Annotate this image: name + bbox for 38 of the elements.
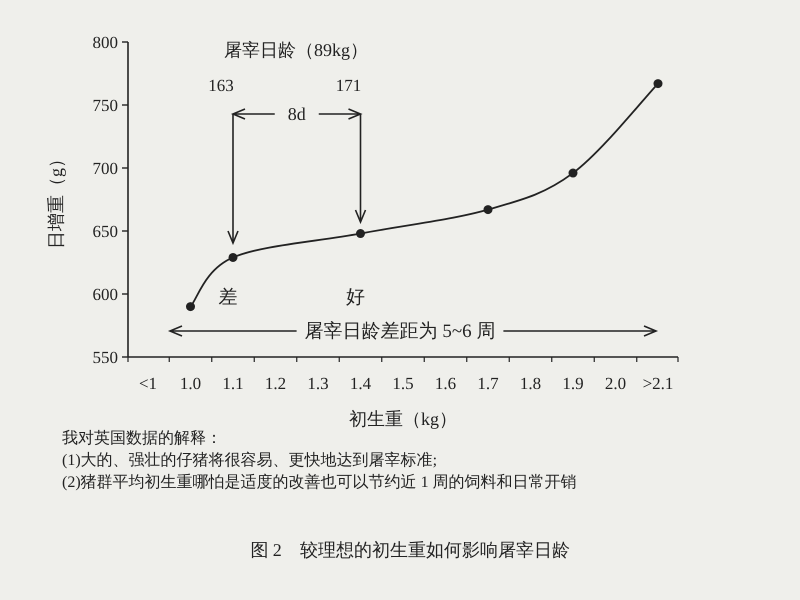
annotation: 屠宰日龄（89kg）	[224, 40, 368, 60]
annotation: 163	[208, 76, 234, 95]
y-tick-label: 600	[92, 285, 118, 304]
x-tick-label: 1.5	[392, 374, 414, 393]
point	[568, 168, 578, 178]
x-tick-label: 1.4	[350, 374, 372, 393]
x-tick-label: 1.1	[222, 374, 244, 393]
y-tick-label: 700	[92, 159, 118, 178]
y-tick-label: 750	[92, 96, 118, 115]
y-tick-label: 800	[92, 33, 118, 52]
x-axis-title: 初生重（kg）	[349, 409, 457, 429]
point	[484, 205, 492, 214]
x-tick-label: >2.1	[642, 374, 674, 393]
y-tick-label: 550	[92, 348, 118, 367]
x-tick-label: 1.0	[180, 374, 202, 393]
text: 我对英国数据的解释：	[62, 429, 222, 447]
annotation: 171	[336, 76, 362, 95]
x-tick-label: 1.3	[307, 374, 329, 393]
point	[356, 229, 365, 238]
y-tick-label: 650	[92, 222, 118, 241]
x-tick-label: 1.9	[562, 374, 584, 393]
text: (1)大的、强壮的仔猪将很容易、更快地达到屠宰标准;	[62, 451, 438, 469]
annotation: 8d	[288, 104, 306, 124]
annotation: 屠宰日龄差距为 5~6 周	[304, 320, 496, 342]
point	[186, 302, 195, 312]
point	[654, 79, 662, 88]
x-tick-label: 1.2	[264, 374, 286, 393]
annotation: 差	[218, 287, 238, 308]
caption: 图 2 较理想的初生重如何影响屠宰日龄	[250, 540, 570, 560]
point	[228, 252, 238, 262]
x-tick-label: 1.6	[434, 374, 456, 393]
x-tick-label: 2.0	[604, 374, 626, 393]
x-tick-label: 1.7	[477, 374, 500, 393]
text: (2)猪群平均初生重哪怕是适度的改善也可以节约近 1 周的饲料和日常开销	[62, 473, 577, 491]
x-tick-label: 1.8	[520, 374, 542, 393]
y-axis-title: 日增重（g）	[46, 150, 66, 249]
annotation: 好	[346, 287, 365, 308]
x-tick-label: <1	[138, 374, 158, 393]
